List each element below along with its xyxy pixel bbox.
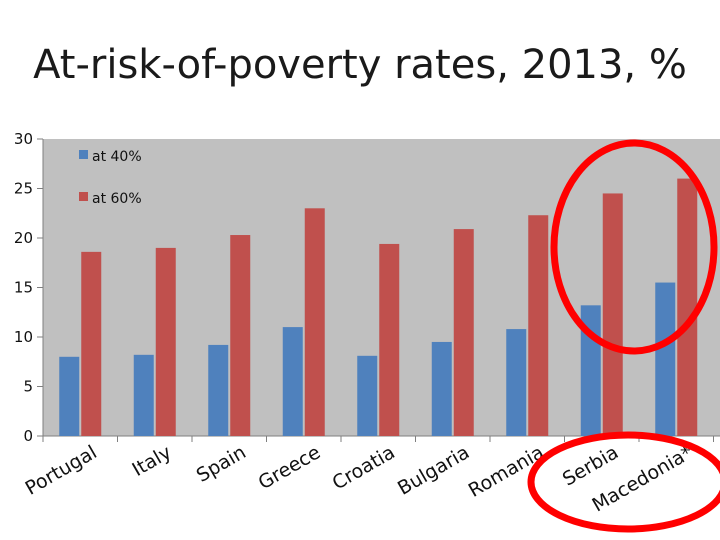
highlight-circle (527, 431, 720, 533)
bar-at-40 (655, 282, 676, 436)
legend: at 40% at 60% (79, 149, 142, 207)
legend-label: at 40% (92, 149, 142, 165)
y-tick-label: 15 (14, 279, 33, 297)
y-tick-label: 30 (14, 130, 33, 148)
x-category-label: Portugal (22, 441, 101, 499)
x-category-label: Greece (255, 441, 325, 494)
bar-at-60 (528, 215, 549, 436)
bar-at-60 (602, 193, 623, 436)
bar-at-60 (155, 247, 176, 436)
legend-swatch (79, 150, 88, 159)
bar-at-60 (453, 229, 474, 436)
x-category-label: Spain (193, 441, 250, 487)
bar-at-40 (431, 341, 452, 436)
y-tick-label: 0 (23, 427, 33, 445)
bar-at-60 (304, 208, 325, 436)
bar-at-40 (357, 355, 378, 436)
legend-label: at 60% (92, 191, 142, 207)
x-axis-labels: Portugal Italy Spain Greece CroatiaBulgariaR… (22, 441, 697, 516)
highlight-annotations (527, 139, 720, 533)
y-tick-label: 25 (14, 180, 33, 198)
bar-at-40 (133, 354, 154, 436)
bar-at-60 (677, 178, 698, 436)
y-tick-label: 10 (14, 328, 33, 346)
bars (59, 178, 698, 436)
x-category-label: Italy (129, 441, 176, 481)
bar-at-40 (506, 329, 527, 436)
legend-swatch (79, 192, 88, 201)
bar-at-40 (282, 327, 303, 436)
bar-at-60 (379, 243, 400, 436)
highlight-circle (550, 139, 718, 355)
x-category-label: Bulgaria (394, 441, 473, 499)
chart-title: At-risk-of-poverty rates, 2013, % (33, 42, 687, 88)
y-tick-label: 5 (23, 378, 33, 396)
y-tick-label: 20 (14, 229, 33, 247)
bar-at-40 (59, 356, 80, 436)
bar-at-60 (230, 235, 251, 436)
x-category-label: Croatia (329, 441, 399, 494)
bar-at-60 (81, 251, 102, 436)
bar-at-40 (208, 344, 229, 436)
